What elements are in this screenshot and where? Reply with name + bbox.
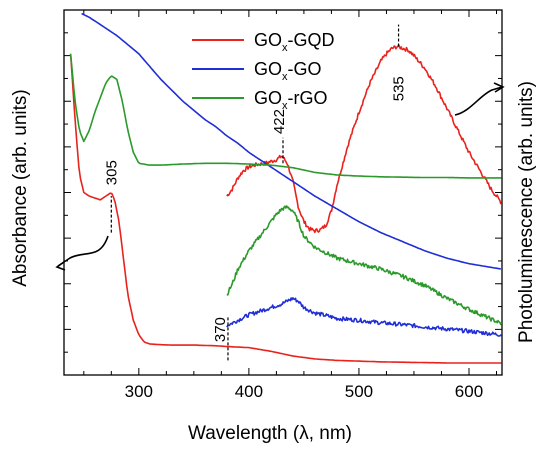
y-axis-left-title: Absorbance (arb. units) bbox=[10, 89, 31, 287]
series-line-gqd_abs bbox=[69, 53, 502, 364]
x-tick-label: 600 bbox=[455, 382, 483, 401]
right-axis-arrow bbox=[454, 86, 503, 116]
plot-border bbox=[63, 9, 503, 376]
x-tick-label: 300 bbox=[125, 382, 153, 401]
series-line-gqd_pl bbox=[226, 44, 502, 234]
left-axis-arrow bbox=[57, 235, 109, 267]
legend-label: GOx-GQD bbox=[254, 30, 335, 54]
x-tick-label: 400 bbox=[235, 382, 263, 401]
legend-label: GOx-GO bbox=[254, 59, 322, 83]
left-arrow-head bbox=[55, 261, 66, 271]
series-line-rgo_abs bbox=[69, 53, 502, 179]
legend-label: GOx-rGO bbox=[254, 88, 328, 112]
x-axis-title: Wavelength (λ, nm) bbox=[188, 423, 352, 444]
axis-ticks: 300 400 500 600 bbox=[64, 9, 502, 401]
y-axis-right-title: Photoluminescence (arb. units) bbox=[516, 81, 537, 343]
series-line-go_abs bbox=[81, 12, 502, 270]
annotation-535: 535 bbox=[391, 76, 408, 101]
annotation-370: 370 bbox=[212, 317, 229, 342]
annotation-layer: 305 422 535 370 bbox=[55, 24, 505, 361]
annotation-305: 305 bbox=[103, 160, 120, 185]
x-tick-label: 500 bbox=[345, 382, 373, 401]
annotation-422: 422 bbox=[271, 109, 288, 134]
series-line-rgo_pl bbox=[226, 205, 503, 326]
right-arrow-head bbox=[493, 82, 505, 93]
plot-frame bbox=[63, 9, 503, 376]
series-layer bbox=[69, 12, 503, 364]
legend: GOx-GQD GOx-GO GOx-rGO bbox=[192, 30, 335, 112]
series-line-go_pl bbox=[226, 297, 503, 337]
